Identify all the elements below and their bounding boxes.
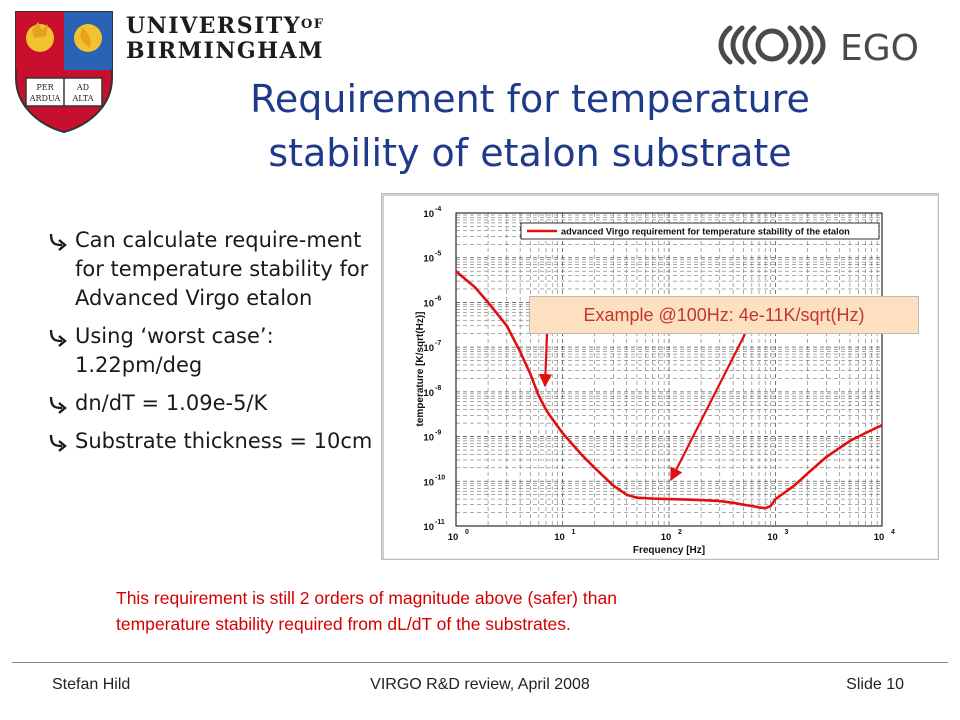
y-tick-label: 10 xyxy=(423,477,434,488)
x-tick-label: 10 xyxy=(661,532,672,543)
y-tick-exponent: -8 xyxy=(435,385,441,392)
y-tick-label: 10 xyxy=(423,209,434,220)
legend-label: advanced Virgo requirement for temperatu… xyxy=(561,227,850,237)
arrow-icon xyxy=(49,329,67,347)
callout-arrow-right xyxy=(670,333,746,482)
chart-legend: advanced Virgo requirement for temperatu… xyxy=(520,222,880,240)
y-tick-exponent: -4 xyxy=(435,206,441,213)
footer-divider xyxy=(12,662,948,663)
x-tick-exponent: 0 xyxy=(465,529,469,536)
example-callout: Example @100Hz: 4e-11K/sqrt(Hz) xyxy=(529,296,919,334)
x-tick-exponent: 2 xyxy=(678,529,682,536)
ego-logo: EGO xyxy=(718,25,919,69)
bullet-item: dn/dT = 1.09e-5/K xyxy=(48,389,378,418)
plot-area xyxy=(455,212,883,527)
footer-slide-number: Slide 10 xyxy=(846,676,904,693)
x-tick-label: 10 xyxy=(767,532,778,543)
y-tick-exponent: -11 xyxy=(435,519,445,526)
y-tick-label: 10 xyxy=(423,522,434,533)
university-name: UNIVERSITYOF BIRMINGHAM xyxy=(126,13,325,64)
bullet-item: Can calculate require-ment for temperatu… xyxy=(48,226,378,313)
arrow-icon xyxy=(49,434,67,452)
slide-title-line2: stability of etalon substrate xyxy=(268,131,792,175)
x-tick-exponent: 1 xyxy=(572,529,576,536)
svg-text:ARDUA: ARDUA xyxy=(29,94,61,103)
footer-event: VIRGO R&D review, April 2008 xyxy=(370,676,590,693)
x-tick-exponent: 4 xyxy=(891,529,895,536)
series-line xyxy=(455,270,883,510)
y-tick-label: 10 xyxy=(423,433,434,444)
y-tick-label: 10 xyxy=(423,343,434,354)
y-tick-exponent: -7 xyxy=(435,340,441,347)
x-tick-exponent: 3 xyxy=(785,529,789,536)
svg-text:ALTA: ALTA xyxy=(71,94,93,103)
y-axis-label: temperature [K/sqrt(Hz)] xyxy=(415,311,426,426)
x-tick-label: 10 xyxy=(448,532,459,543)
crest-motto-right: AD xyxy=(76,83,89,92)
chart-grid xyxy=(455,213,882,527)
x-tick-label: 10 xyxy=(554,532,565,543)
footer-author: Stefan Hild xyxy=(52,676,131,693)
y-tick-exponent: -9 xyxy=(435,430,441,437)
bullet-item: Substrate thickness = 10cm xyxy=(48,427,378,456)
x-axis-label: Frequency [Hz] xyxy=(633,545,705,556)
requirement-note: This requirement is still 2 orders of ma… xyxy=(116,588,617,634)
crest-motto-left: PER xyxy=(36,83,54,92)
arrow-icon xyxy=(49,396,67,414)
callout-arrow-left xyxy=(538,333,553,388)
y-tick-label: 10 xyxy=(423,298,434,309)
y-tick-label: 10 xyxy=(423,254,434,265)
slide-title: Requirement for temperature stability of… xyxy=(130,72,930,180)
y-tick-exponent: -5 xyxy=(435,251,441,258)
y-tick-exponent: -6 xyxy=(435,295,441,302)
bullet-item: Using ‘worst case’: 1.22pm/deg xyxy=(48,322,378,380)
arrow-icon xyxy=(49,233,67,251)
bullet-list: Can calculate require-ment for temperatu… xyxy=(48,226,378,465)
y-tick-label: 10 xyxy=(423,388,434,399)
ego-logo-text: EGO xyxy=(840,28,919,69)
x-tick-label: 10 xyxy=(874,532,885,543)
slide-title-line1: Requirement for temperature xyxy=(250,77,810,121)
university-crest-logo: PER ARDUA AD ALTA xyxy=(15,11,113,134)
y-tick-exponent: -10 xyxy=(435,474,445,481)
